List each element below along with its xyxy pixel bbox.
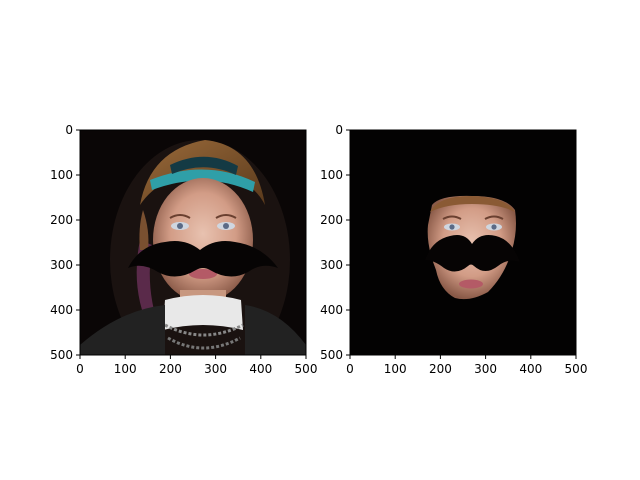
y-tick-label: 500 [50,348,73,362]
x-tick-label: 400 [519,362,542,376]
y-tick-label: 100 [320,168,343,182]
x-tick-label: 300 [204,362,227,376]
mustache-overlay [425,235,520,272]
y-tick-label: 500 [320,348,343,362]
mustache-overlay [128,241,278,277]
image-portrait-masked [350,130,576,355]
y-tick-label: 100 [50,168,73,182]
x-tick-label: 0 [76,362,84,376]
axes-frame [349,129,577,356]
x-tick-label: 200 [429,362,452,376]
x-tick-label: 100 [114,362,137,376]
y-tick-label: 0 [65,123,73,137]
x-tick-label: 400 [249,362,272,376]
image-portrait-full [80,130,306,355]
y-tick-label: 300 [320,258,343,272]
y-tick-label: 400 [320,303,343,317]
x-tick-label: 500 [295,362,318,376]
x-tick-label: 500 [565,362,588,376]
x-tick-label: 0 [346,362,354,376]
x-tick-label: 200 [159,362,182,376]
y-tick-label: 200 [50,213,73,227]
y-tick-label: 0 [335,123,343,137]
y-tick-label: 300 [50,258,73,272]
x-tick-label: 300 [474,362,497,376]
x-tick-label: 100 [384,362,407,376]
y-tick-label: 200 [320,213,343,227]
y-tick-label: 400 [50,303,73,317]
axes-frame [79,129,307,356]
